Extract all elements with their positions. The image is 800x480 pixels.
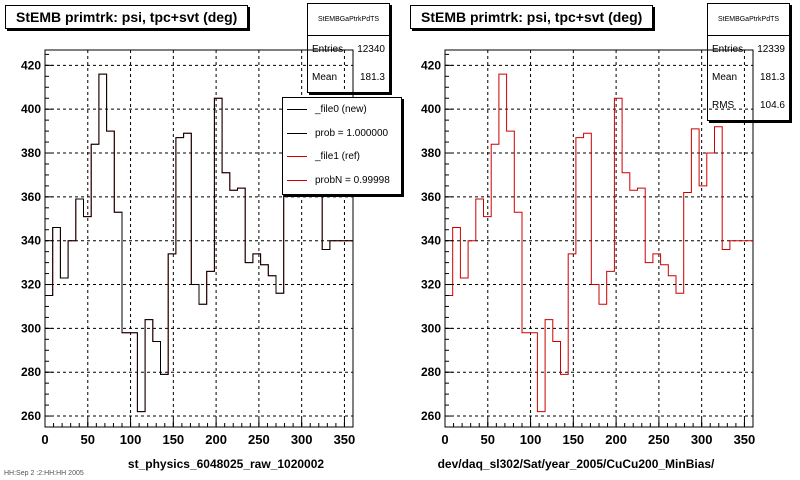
plot-frame <box>444 49 754 428</box>
x-axis-label: dev/daq_sl302/Sat/year_2005/CuCu200_MinB… <box>438 457 715 471</box>
legend-line-icon <box>287 132 307 134</box>
stats-name: StEMBGaPtrkPdTS <box>708 4 789 36</box>
y-tick-label: 420 <box>421 58 441 72</box>
stats-entries-value: 12339 <box>757 44 785 55</box>
y-tick-label: 360 <box>21 190 41 204</box>
x-tick-label: 50 <box>481 432 495 447</box>
y-tick-label: 320 <box>21 278 41 292</box>
y-tick-label: 340 <box>421 234 441 248</box>
histogram-chart: 0 50 100 150 200 250 300 350 260 280 300 320 340 360 3… <box>421 49 756 471</box>
legend-entry: _file0 (new) <box>283 98 401 122</box>
x-tick-label: 300 <box>691 432 713 447</box>
left-panel: StEMB primtrk: psi, tpc+svt (deg) StEMBG… <box>5 3 402 471</box>
chart-title: StEMB primtrk: psi, tpc+svt (deg) <box>5 5 249 29</box>
stats-rms-label: RMS <box>712 100 735 111</box>
x-tick-label: 50 <box>81 432 95 447</box>
stats-mean-row: Mean 181.3 <box>708 64 789 92</box>
x-tick-label: 100 <box>520 432 542 447</box>
legend-label: probN = 0.99998 <box>315 174 390 186</box>
x-tick-label: 0 <box>441 432 448 447</box>
stats-name: StEMBGaPtrkPdTS <box>308 4 389 36</box>
y-tick-label: 340 <box>21 234 41 248</box>
y-tick-label: 300 <box>421 321 441 335</box>
x-tick-label: 250 <box>248 432 270 447</box>
x-tick-label: 100 <box>120 432 142 447</box>
y-tick-label: 400 <box>21 102 41 116</box>
legend-line-icon <box>287 156 307 158</box>
stats-mean-value: 181.3 <box>359 72 385 83</box>
y-tick-label: 300 <box>21 321 41 335</box>
y-tick-label: 260 <box>421 409 441 423</box>
x-tick-label: 350 <box>334 432 356 447</box>
y-tick-label: 360 <box>421 190 441 204</box>
x-tick-label: 150 <box>162 432 184 447</box>
stats-rms-row: RMS 104.6 <box>708 92 789 120</box>
x-tick-label: 350 <box>734 432 756 447</box>
y-tick-label: 380 <box>21 146 41 160</box>
stats-box: StEMBGaPtrkPdTS Entries 12339 Mean 181.3… <box>707 3 790 121</box>
histogram-line <box>445 73 753 413</box>
chart-title: StEMB primtrk: psi, tpc+svt (deg) <box>410 5 654 29</box>
legend-line-icon <box>287 109 307 111</box>
x-tick-label: 150 <box>562 432 584 447</box>
stats-mean-row: Mean 181.3 <box>308 64 389 92</box>
legend-line-icon <box>287 179 307 181</box>
y-tick-label: 280 <box>421 365 441 379</box>
y-tick-label: 320 <box>421 278 441 292</box>
x-tick-label: 200 <box>605 432 627 447</box>
stats-rms-value: 104.6 <box>759 100 785 111</box>
x-tick-label: 200 <box>205 432 227 447</box>
legend-entry: _file1 (ref) <box>283 145 401 169</box>
x-axis-label: st_physics_6048025_raw_1020002 <box>128 457 324 471</box>
legend-entry: probN = 0.99998 <box>283 169 401 193</box>
y-tick-label: 260 <box>21 409 41 423</box>
stats-mean-label: Mean <box>712 72 738 83</box>
stats-mean-label: Mean <box>312 72 338 83</box>
right-panel: StEMB primtrk: psi, tpc+svt (deg) StEMBG… <box>400 0 800 480</box>
legend-label: _file0 (new) <box>315 104 367 116</box>
x-tick-label: 250 <box>648 432 670 447</box>
stats-mean-value: 181.3 <box>759 72 785 83</box>
x-tick-label: 300 <box>291 432 313 447</box>
legend-entry: prob = 1.000000 <box>283 122 401 146</box>
y-tick-label: 400 <box>421 102 441 116</box>
legend-label: prob = 1.000000 <box>315 127 389 139</box>
y-tick-label: 420 <box>21 58 41 72</box>
x-tick-label: 0 <box>41 432 48 447</box>
legend-label: _file1 (ref) <box>315 151 361 163</box>
y-tick-label: 380 <box>421 146 441 160</box>
histogram-chart: 0 50 100 150 200 250 300 350 260 280 300 320 340 360 3… <box>21 49 356 471</box>
stats-entries-value: 12340 <box>357 44 385 55</box>
y-tick-label: 280 <box>21 365 41 379</box>
footer-stamp: HH:Sep 2 :2:HH:HH 2005 <box>4 470 84 477</box>
legend-box: _file0 (new) prob = 1.000000 _file1 (ref… <box>282 97 402 195</box>
